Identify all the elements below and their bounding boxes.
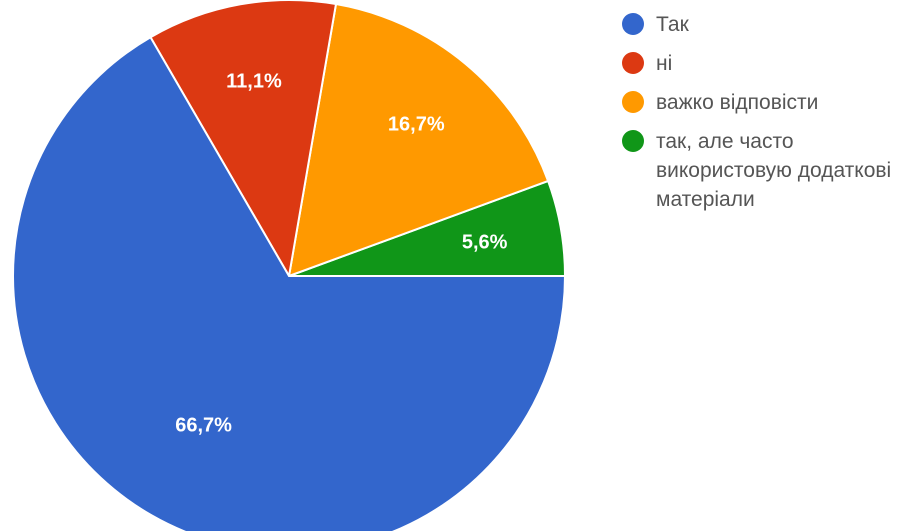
slice-label-tak: 66,7% bbox=[175, 414, 232, 436]
legend-swatch-tak-ale bbox=[622, 130, 644, 152]
pie-slice-vazhko bbox=[287, 2, 550, 278]
legend-item-ni: ні bbox=[622, 49, 912, 78]
legend-label-vazhko: важко відповісти bbox=[656, 91, 819, 114]
slice-label-tak-ale: 5,6% bbox=[462, 231, 508, 253]
legend-label-ni: ні bbox=[656, 52, 673, 75]
legend-item-tak-ale: так, але часто використовую додаткові ма… bbox=[622, 127, 912, 214]
legend-swatch-ni bbox=[622, 52, 644, 74]
legend-item-vazhko: важко відповісти bbox=[622, 88, 912, 117]
legend-label-tak: Так bbox=[656, 13, 689, 36]
legend-swatch-vazhko bbox=[622, 91, 644, 113]
slice-label-ni: 11,1% bbox=[226, 70, 282, 92]
legend-item-tak: Так bbox=[622, 10, 912, 39]
legend-swatch-tak bbox=[622, 13, 644, 35]
legend: Так ні важко відповісти так, але часто в… bbox=[622, 10, 912, 224]
pie-slice-ni bbox=[149, 0, 338, 279]
pie-slice-tak bbox=[12, 35, 567, 531]
slice-label-vazhko: 16,7% bbox=[388, 113, 445, 135]
legend-label-tak-ale: так, але часто використовую додаткові ма… bbox=[656, 130, 892, 211]
